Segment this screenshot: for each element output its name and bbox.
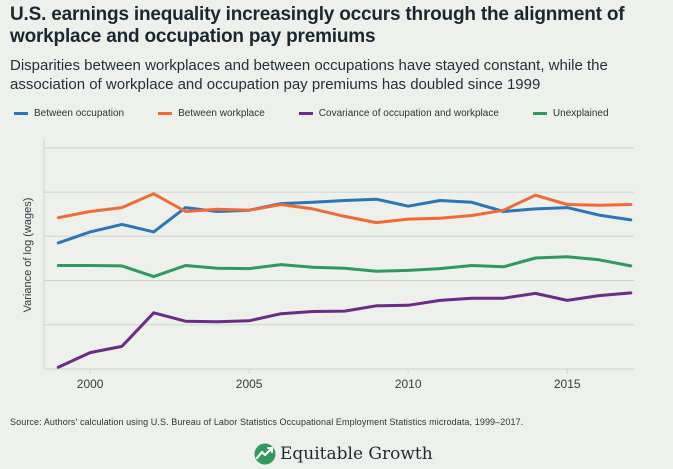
x-tick-label: 2005 bbox=[236, 377, 263, 391]
chart-title: U.S. earnings inequality increasingly oc… bbox=[10, 4, 625, 47]
x-tick-label: 2010 bbox=[395, 377, 422, 391]
legend-swatch bbox=[158, 111, 173, 115]
series-line-between-workplace bbox=[56, 192, 633, 225]
series-line-covariance-of-occupation-and-workplace bbox=[56, 291, 633, 369]
legend-swatch bbox=[532, 111, 547, 115]
x-tick-label: 2000 bbox=[77, 377, 104, 391]
legend-label: Covariance of occupation and workplace bbox=[318, 107, 499, 119]
legend-item-between-occupation: Between occupation bbox=[14, 108, 124, 119]
chart-subtitle: Disparities between workplaces and betwe… bbox=[10, 57, 608, 93]
legend-label: Unexplained bbox=[552, 107, 609, 119]
legend-item-covariance: Covariance of occupation and workplace bbox=[298, 107, 499, 119]
y-axis-label: Variance of log (wages) bbox=[22, 198, 34, 313]
legend-swatch bbox=[298, 111, 313, 115]
equitable-growth-logo-icon bbox=[254, 443, 276, 465]
chart-legend: Between occupation Between workplace Cov… bbox=[14, 106, 643, 120]
axis-layer: 2000 2005 2010 2015 bbox=[77, 369, 581, 391]
series-layer bbox=[56, 192, 633, 369]
series-line-between-occupation bbox=[56, 197, 633, 245]
source-note: Source: Authors' calculation using U.S. … bbox=[10, 417, 524, 427]
x-tick-label: 2015 bbox=[554, 377, 581, 391]
legend-label: Between occupation bbox=[34, 107, 125, 119]
brand-logo: Equitable Growth bbox=[254, 443, 433, 465]
legend-item-unexplained: Unexplained bbox=[532, 107, 609, 119]
legend-item-between-workplace: Between workplace bbox=[158, 108, 265, 119]
series-line-unexplained bbox=[56, 255, 633, 279]
legend-label: Between workplace bbox=[178, 107, 265, 119]
grid-layer bbox=[43, 139, 634, 370]
legend-swatch bbox=[14, 111, 28, 115]
brand-name: Equitable Growth bbox=[280, 444, 433, 464]
